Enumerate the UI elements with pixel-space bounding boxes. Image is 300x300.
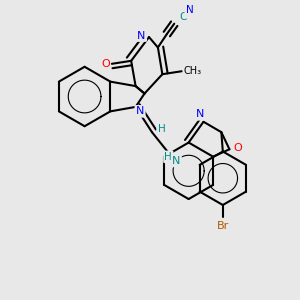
Text: N: N (186, 5, 194, 15)
Text: N: N (196, 109, 205, 119)
Text: O: O (101, 59, 110, 69)
Text: O: O (233, 143, 242, 153)
Text: CH₃: CH₃ (184, 66, 202, 76)
Text: N: N (137, 31, 146, 40)
Text: H: H (164, 152, 172, 162)
Text: C: C (179, 12, 186, 22)
Text: Br: Br (217, 221, 229, 231)
Text: N: N (172, 156, 181, 166)
Text: H: H (158, 124, 165, 134)
Text: N: N (136, 106, 144, 116)
